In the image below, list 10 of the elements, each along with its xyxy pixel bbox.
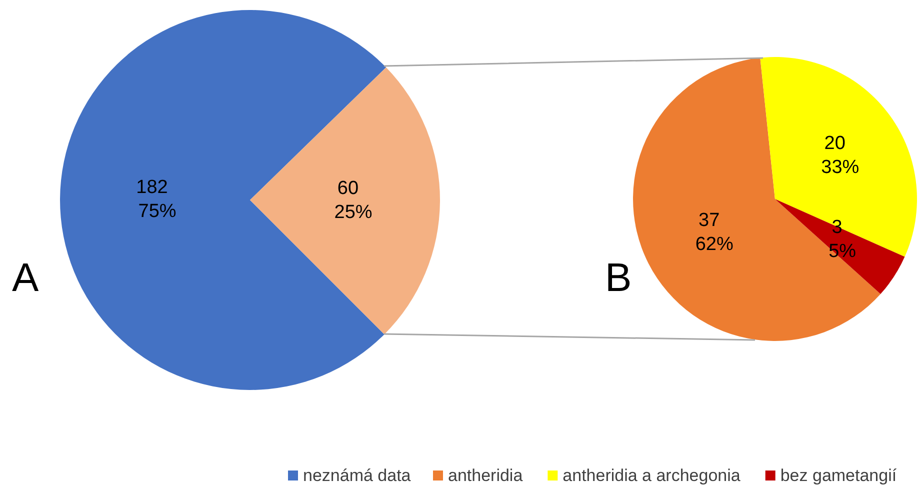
text: A: [12, 256, 39, 300]
legend-label: bez gametangií: [780, 466, 897, 485]
data-label: 20 33%: [810, 133, 860, 178]
text: B: [605, 256, 632, 300]
legend-label: neznámá data: [303, 466, 412, 485]
data-label: 37 62%: [684, 210, 734, 256]
data-label: 60 25%: [324, 178, 372, 224]
data-label: 182 75%: [128, 176, 176, 222]
legend-label: antheridia a archegonia: [562, 466, 741, 485]
legend-label: antheridia: [448, 466, 524, 485]
